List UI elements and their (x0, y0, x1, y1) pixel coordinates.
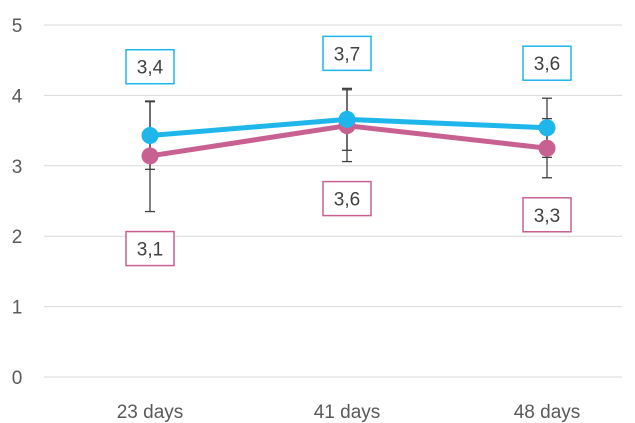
data-label-text: 3,7 (334, 44, 360, 65)
data-label-box (125, 48, 175, 85)
y-tick-label: 2 (12, 227, 23, 248)
y-tick-label: 4 (12, 86, 23, 107)
y-tick-label: 5 (12, 16, 23, 37)
data-label: 3,1 (125, 230, 175, 267)
data-label-text: 3,1 (137, 240, 163, 261)
x-tick-label: 48 days (514, 402, 581, 423)
data-label: 3,4 (125, 48, 175, 85)
data-label: 3,3 (522, 197, 572, 233)
data-label-text: 3,6 (334, 190, 360, 211)
data-point (538, 139, 556, 157)
data-point (141, 127, 159, 145)
x-tick-label: 41 days (314, 402, 381, 423)
data-label-box (322, 180, 372, 217)
x-axis-tick-labels: 23 days 41 days 48 days (117, 402, 581, 423)
data-label: 3,7 (322, 35, 372, 72)
data-label-text: 3,6 (534, 54, 560, 75)
data-point (538, 119, 556, 137)
y-tick-label: 1 (12, 298, 23, 319)
x-tick-label: 23 days (117, 402, 184, 423)
data-labels: 3,4 3,7 3,6 3,1 3,6 3,3 (125, 35, 572, 267)
data-label-box (125, 230, 175, 267)
data-label-text: 3,3 (534, 206, 560, 227)
data-point (338, 110, 356, 128)
y-tick-label: 0 (12, 368, 23, 389)
data-label-text: 3,4 (137, 58, 164, 79)
data-label: 3,6 (522, 45, 572, 81)
y-axis-tick-labels: 0 1 2 3 4 5 (12, 16, 23, 389)
data-label-box (522, 45, 572, 81)
data-point (141, 147, 159, 165)
data-label-box (322, 35, 372, 72)
data-label: 3,6 (322, 180, 372, 217)
data-points (141, 110, 556, 165)
data-label-box (522, 197, 572, 233)
y-tick-label: 3 (12, 157, 23, 178)
